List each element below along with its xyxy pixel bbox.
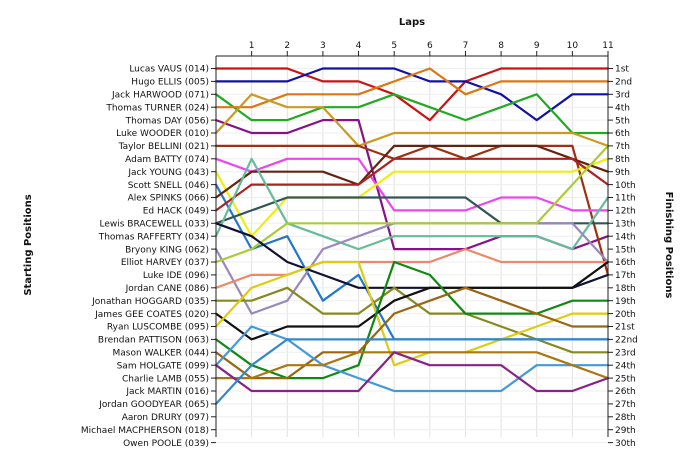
- x-tick-label: 11: [602, 41, 613, 51]
- finish-position-label: 24th: [615, 361, 636, 371]
- series-line: [214, 157, 610, 212]
- series-line: [214, 325, 610, 393]
- finish-position-label: 29th: [615, 426, 636, 436]
- x-tick-label: 3: [320, 41, 326, 51]
- start-position-label: Jack YOUNG (043): [127, 168, 209, 178]
- start-position-label: Alex SPINKS (066): [128, 194, 209, 204]
- finish-position-label: 16th: [615, 258, 636, 268]
- finish-position-label: 20th: [615, 310, 636, 320]
- finish-position-label: 1st: [615, 65, 629, 75]
- start-position-label: Jack MARTIN (016): [125, 387, 209, 397]
- x-tick-label: 6: [427, 41, 433, 51]
- start-position-label: Thomas RAFFERTY (034): [98, 232, 209, 242]
- labels: 1 2 3 4 5 6 7 8 9 10 11 Lucas VAUS (014) Hugo ELLIS …: [81, 41, 638, 449]
- finish-position-label: 18th: [615, 284, 636, 294]
- start-position-label: Lewis BRACEWELL (033): [99, 220, 209, 230]
- series-line: [214, 93, 610, 135]
- start-position-label: Scott SNELL (046): [128, 181, 209, 191]
- finish-position-label: 15th: [615, 245, 636, 255]
- start-position-label: Michael MACPHERSON (018): [81, 426, 209, 436]
- series-line: [214, 351, 610, 393]
- finish-position-label: 21st: [615, 323, 635, 333]
- series-layer: [214, 67, 610, 405]
- x-axis-title: Laps: [399, 17, 425, 28]
- start-position-label: Brendan PATTISON (063): [98, 336, 209, 346]
- series-line: [214, 248, 610, 289]
- start-position-label: Jack HARWOOD (071): [111, 91, 209, 101]
- finish-position-label: 8th: [615, 155, 630, 165]
- finish-position-label: 11th: [615, 194, 636, 204]
- finish-position-label: 3rd: [615, 91, 630, 101]
- start-position-label: James GEE COATES (020): [94, 310, 209, 320]
- x-tick-label: 7: [463, 41, 469, 51]
- start-position-label: Thomas DAY (056): [125, 116, 209, 126]
- start-position-label: Bryony KING (062): [125, 245, 209, 255]
- finish-position-label: 17th: [615, 271, 636, 281]
- finish-position-label: 4th: [615, 103, 630, 113]
- series-line: [214, 67, 610, 109]
- start-position-label: Lucas VAUS (014): [129, 65, 209, 75]
- start-position-label: Aaron DRURY (097): [122, 413, 209, 423]
- finish-position-label: 7th: [615, 142, 630, 152]
- x-tick-label: 5: [391, 41, 397, 51]
- x-tick-label: 2: [284, 41, 290, 51]
- start-position-label: Adam BATTY (074): [125, 155, 209, 165]
- series-line: [214, 157, 610, 251]
- x-tick-label: 10: [567, 41, 579, 51]
- start-position-label: Jonathan HOGGARD (035): [91, 297, 209, 307]
- series-line: [214, 260, 610, 341]
- finish-position-label: 28th: [615, 413, 636, 423]
- finish-position-label: 22nd: [615, 336, 638, 346]
- start-position-label: Taylor BELLINI (021): [118, 142, 209, 152]
- finish-position-label: 26th: [615, 387, 636, 397]
- finish-position-label: 27th: [615, 400, 636, 410]
- start-position-label: Hugo ELLIS (005): [131, 78, 209, 88]
- finish-position-label: 14th: [615, 232, 636, 242]
- series-line: [214, 338, 610, 405]
- finish-position-label: 5th: [615, 116, 630, 126]
- x-tick-label: 8: [498, 41, 504, 51]
- start-position-label: Jordan CANE (086): [125, 284, 209, 294]
- series-line: [214, 67, 610, 122]
- series-line: [214, 157, 610, 212]
- start-position-label: Luke WOODER (010): [116, 129, 209, 139]
- start-position-label: Jordan GOODYEAR (065): [98, 400, 209, 410]
- series-line: [214, 286, 610, 380]
- y-axis-left-title: Starting Positions: [23, 194, 34, 295]
- start-position-label: Elliot HARVEY (037): [121, 258, 209, 268]
- start-position-label: Ryan LUSCOMBE (095): [107, 323, 209, 333]
- finish-position-label: 12th: [615, 207, 636, 217]
- series-line: [214, 351, 610, 380]
- series-line: [214, 144, 610, 276]
- start-position-label: Owen POOLE (039): [123, 439, 209, 449]
- finish-position-label: 6th: [615, 129, 630, 139]
- start-position-label: Thomas TURNER (024): [105, 103, 209, 113]
- series-line: [214, 157, 610, 238]
- start-position-label: Mason WALKER (044): [112, 349, 209, 359]
- series-line: [214, 260, 610, 380]
- series-line: [214, 93, 610, 147]
- start-position-label: Luke IDE (096): [143, 271, 209, 281]
- finish-position-label: 9th: [615, 168, 630, 178]
- series-line: [214, 144, 610, 199]
- x-tick-label: 1: [249, 41, 255, 51]
- axes: [211, 51, 613, 444]
- finish-position-label: 13th: [615, 220, 636, 230]
- finish-position-label: 25th: [615, 374, 636, 384]
- x-tick-label: 9: [534, 41, 540, 51]
- finish-position-label: 2nd: [615, 78, 632, 88]
- start-position-label: Sam HOLGATE (099): [117, 361, 209, 371]
- start-position-label: Charlie LAMB (055): [122, 374, 209, 384]
- x-tick-label: 4: [356, 41, 362, 51]
- finish-position-label: 19th: [615, 297, 636, 307]
- finish-position-label: 30th: [615, 439, 636, 449]
- series-line: [214, 144, 610, 264]
- finish-position-label: 23rd: [615, 349, 636, 359]
- y-axis-right-title: Finishing Positions: [663, 192, 674, 299]
- finish-position-label: 10th: [615, 181, 636, 191]
- start-position-label: Ed HACK (049): [143, 207, 209, 217]
- series-line: [214, 286, 610, 354]
